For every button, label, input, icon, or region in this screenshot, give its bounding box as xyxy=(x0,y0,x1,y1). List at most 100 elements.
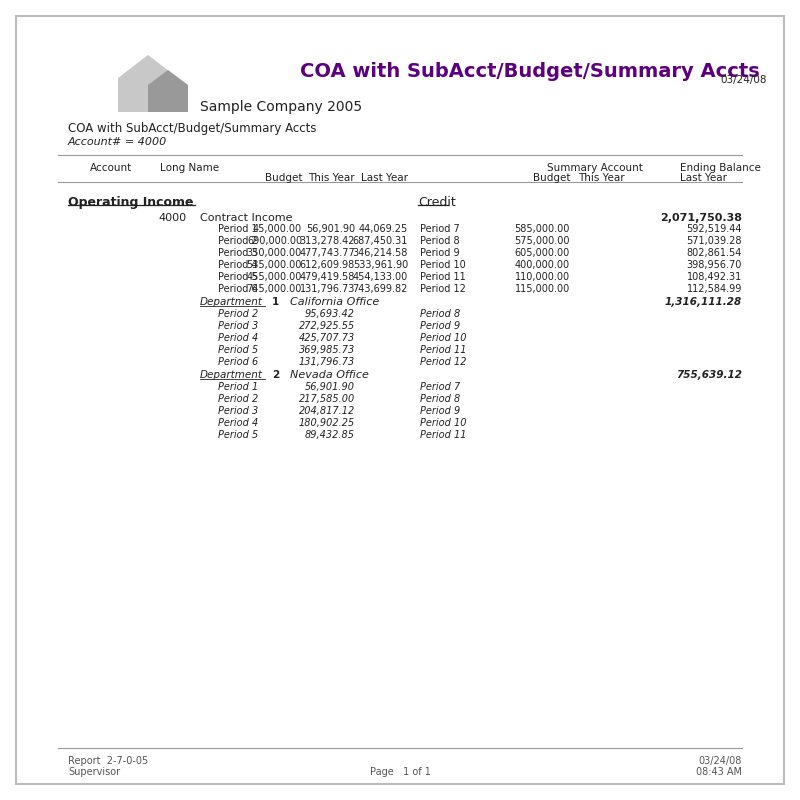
Text: 755,639.12: 755,639.12 xyxy=(676,370,742,380)
Text: Last Year: Last Year xyxy=(680,173,727,183)
Text: This Year: This Year xyxy=(308,173,355,183)
Text: Period 4: Period 4 xyxy=(218,333,258,343)
Text: Period 1: Period 1 xyxy=(218,382,258,392)
Text: Period 6: Period 6 xyxy=(218,284,258,294)
Text: 592,519.44: 592,519.44 xyxy=(686,224,742,234)
Text: 44,069.25: 44,069.25 xyxy=(358,224,408,234)
Text: 110,000.00: 110,000.00 xyxy=(515,272,570,282)
Text: Period 8: Period 8 xyxy=(420,394,460,404)
Text: 56,901.90: 56,901.90 xyxy=(306,224,355,234)
Text: 575,000.00: 575,000.00 xyxy=(514,236,570,246)
Text: Budget: Budget xyxy=(265,173,302,183)
Text: Period 3: Period 3 xyxy=(218,406,258,416)
Text: 479,419.58: 479,419.58 xyxy=(300,272,355,282)
Text: 45,000.00: 45,000.00 xyxy=(253,224,302,234)
Text: 455,000.00: 455,000.00 xyxy=(246,272,302,282)
Text: Period 3: Period 3 xyxy=(218,321,258,331)
Text: 571,039.28: 571,039.28 xyxy=(686,236,742,246)
Text: 313,278.42: 313,278.42 xyxy=(299,236,355,246)
Text: 115,000.00: 115,000.00 xyxy=(514,284,570,294)
Polygon shape xyxy=(148,70,188,112)
Text: 802,861.54: 802,861.54 xyxy=(686,248,742,258)
Text: Page   1 of 1: Page 1 of 1 xyxy=(370,767,430,777)
Text: Account: Account xyxy=(90,163,132,173)
Text: 605,000.00: 605,000.00 xyxy=(514,248,570,258)
Text: 4000: 4000 xyxy=(158,213,186,223)
Text: Period 5: Period 5 xyxy=(218,430,258,440)
Text: Period 9: Period 9 xyxy=(420,248,460,258)
Text: 08:43 AM: 08:43 AM xyxy=(696,767,742,777)
Text: Period 5: Period 5 xyxy=(218,345,258,355)
Text: 535,000.00: 535,000.00 xyxy=(246,260,302,270)
Text: Summary Account: Summary Account xyxy=(547,163,643,173)
Text: 1,316,111.28: 1,316,111.28 xyxy=(665,297,742,307)
Text: 03/24/08: 03/24/08 xyxy=(720,75,766,85)
Text: Long Name: Long Name xyxy=(160,163,219,173)
Text: 03/24/08: 03/24/08 xyxy=(698,756,742,766)
Text: Period 4: Period 4 xyxy=(218,260,258,270)
Text: Period 10: Period 10 xyxy=(420,333,466,343)
Text: Period 9: Period 9 xyxy=(420,406,460,416)
Text: Period 10: Period 10 xyxy=(420,418,466,428)
Text: 2,071,750.38: 2,071,750.38 xyxy=(660,213,742,223)
Text: Period 12: Period 12 xyxy=(420,357,466,367)
Text: Supervisor: Supervisor xyxy=(68,767,120,777)
Text: Period 4: Period 4 xyxy=(218,418,258,428)
Text: 1: 1 xyxy=(272,297,279,307)
Text: 272,925.55: 272,925.55 xyxy=(298,321,355,331)
Text: 180,902.25: 180,902.25 xyxy=(298,418,355,428)
Text: Period 7: Period 7 xyxy=(420,382,460,392)
Text: Period 3: Period 3 xyxy=(218,248,258,258)
Text: Period 7: Period 7 xyxy=(420,224,460,234)
Text: COA with SubAcct/Budget/Summary Accts: COA with SubAcct/Budget/Summary Accts xyxy=(300,62,760,81)
Text: Last Year: Last Year xyxy=(361,173,408,183)
Text: 56,901.90: 56,901.90 xyxy=(305,382,355,392)
Text: Department: Department xyxy=(200,297,263,307)
Text: Period 5: Period 5 xyxy=(218,272,258,282)
Text: 585,000.00: 585,000.00 xyxy=(514,224,570,234)
Text: 112,584.99: 112,584.99 xyxy=(686,284,742,294)
Text: 217,585.00: 217,585.00 xyxy=(298,394,355,404)
Text: This Year: This Year xyxy=(578,173,625,183)
Text: Nevada Office: Nevada Office xyxy=(290,370,369,380)
Text: Period 6: Period 6 xyxy=(218,357,258,367)
Text: 2: 2 xyxy=(272,370,279,380)
Text: 425,707.73: 425,707.73 xyxy=(298,333,355,343)
Polygon shape xyxy=(118,55,178,112)
Text: Period 11: Period 11 xyxy=(420,345,466,355)
Text: Account# = 4000: Account# = 4000 xyxy=(68,137,167,147)
Text: 369,985.73: 369,985.73 xyxy=(298,345,355,355)
Text: 131,796.73: 131,796.73 xyxy=(298,357,355,367)
Text: Period 2: Period 2 xyxy=(218,236,258,246)
Text: Contract Income: Contract Income xyxy=(200,213,293,223)
Text: 690,000.00: 690,000.00 xyxy=(247,236,302,246)
Text: 398,956.70: 398,956.70 xyxy=(686,260,742,270)
Text: Period 12: Period 12 xyxy=(420,284,466,294)
Text: 612,609.98: 612,609.98 xyxy=(300,260,355,270)
Text: 533,961.90: 533,961.90 xyxy=(353,260,408,270)
Text: 346,214.58: 346,214.58 xyxy=(353,248,408,258)
Text: 350,000.00: 350,000.00 xyxy=(246,248,302,258)
Text: Period 2: Period 2 xyxy=(218,394,258,404)
Text: Budget: Budget xyxy=(533,173,570,183)
Text: 95,693.42: 95,693.42 xyxy=(305,309,355,319)
Text: Credit: Credit xyxy=(418,196,456,209)
Text: Period 8: Period 8 xyxy=(420,236,460,246)
Text: Operating Income: Operating Income xyxy=(68,196,194,209)
Text: Report  2-7-0-05: Report 2-7-0-05 xyxy=(68,756,148,766)
Text: Department: Department xyxy=(200,370,263,380)
Text: 687,450.31: 687,450.31 xyxy=(353,236,408,246)
Text: Ending Balance: Ending Balance xyxy=(680,163,761,173)
Text: Period 2: Period 2 xyxy=(218,309,258,319)
Text: 108,492.31: 108,492.31 xyxy=(686,272,742,282)
Text: 204,817.12: 204,817.12 xyxy=(298,406,355,416)
Text: 89,432.85: 89,432.85 xyxy=(305,430,355,440)
Text: Period 9: Period 9 xyxy=(420,321,460,331)
Text: COA with SubAcct/Budget/Summary Accts: COA with SubAcct/Budget/Summary Accts xyxy=(68,122,317,135)
Text: Sample Company 2005: Sample Company 2005 xyxy=(200,100,362,114)
Text: 745,000.00: 745,000.00 xyxy=(246,284,302,294)
Text: 400,000.00: 400,000.00 xyxy=(515,260,570,270)
Text: Period 11: Period 11 xyxy=(420,272,466,282)
Text: Period 10: Period 10 xyxy=(420,260,466,270)
Text: California Office: California Office xyxy=(290,297,379,307)
